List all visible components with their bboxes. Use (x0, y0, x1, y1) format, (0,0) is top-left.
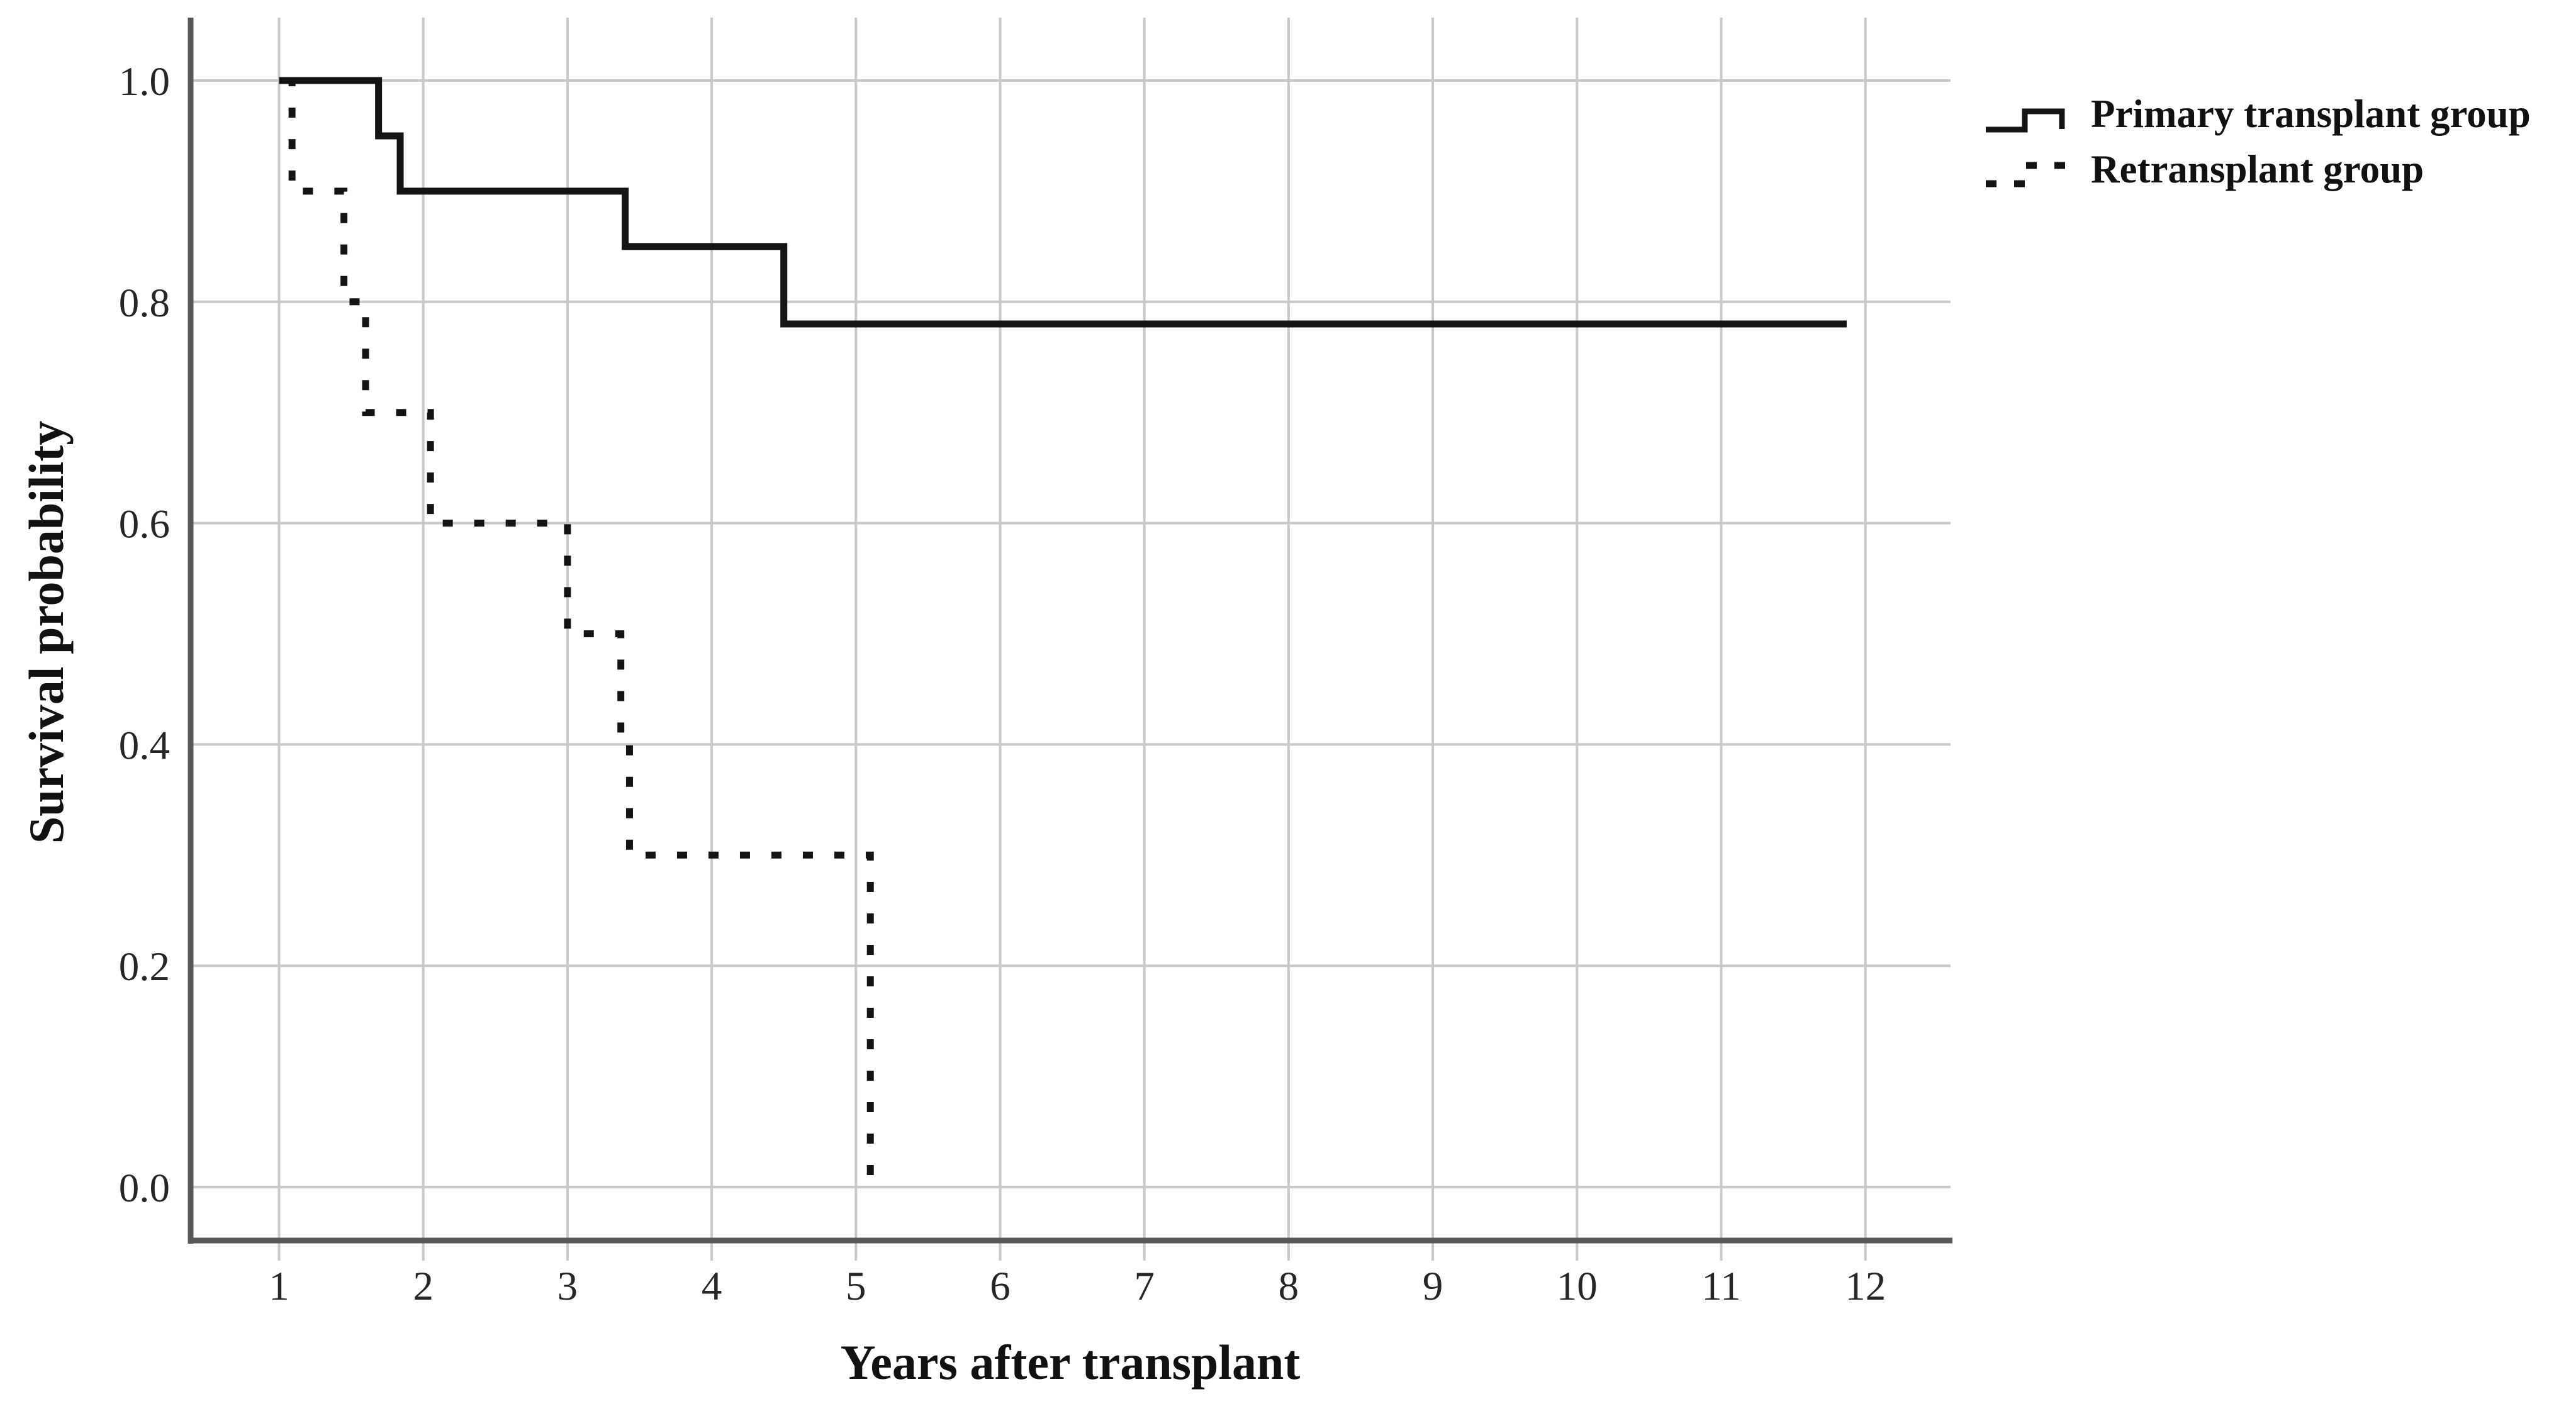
x-tick-label: 10 (1557, 1264, 1598, 1309)
primary-curve (279, 77, 1847, 328)
x-axis-title: Years after transplant (841, 1335, 1301, 1390)
x-tick-label: 3 (557, 1264, 578, 1309)
x-tick-label: 7 (1134, 1264, 1155, 1309)
legend-label-retransplant: Retransplant group (2091, 147, 2424, 191)
retransplant-curve (288, 77, 874, 1187)
y-tick-label: 0.6 (119, 502, 170, 547)
legend-label-primary: Primary transplant group (2091, 92, 2531, 136)
legend-dotted-line-symbol (1986, 162, 2066, 187)
series-lines (279, 77, 1847, 1187)
x-tick-label: 1 (269, 1264, 289, 1309)
y-tick-label: 0.2 (119, 944, 170, 990)
x-tick-label: 2 (413, 1264, 434, 1309)
legend: Primary transplant group Retransplant gr… (1986, 92, 2531, 191)
x-tick-label: 6 (990, 1264, 1011, 1309)
y-tick-label: 0.4 (119, 723, 170, 768)
tick-labels: 1 2 3 4 5 6 7 8 9 10 11 120.00.20.40.60.81.0 (119, 59, 1886, 1309)
gridlines (191, 18, 1951, 1261)
axis-lines (188, 18, 1952, 1244)
y-tick-label: 0.0 (119, 1166, 170, 1211)
y-tick-label: 1.0 (119, 59, 170, 104)
y-tick-label: 0.8 (119, 281, 170, 326)
y-axis-title: Survival probability (19, 421, 74, 844)
x-tick-label: 4 (702, 1264, 722, 1309)
x-tick-label: 8 (1279, 1264, 1299, 1309)
x-tick-label: 9 (1423, 1264, 1443, 1309)
x-tick-label: 11 (1701, 1264, 1741, 1309)
x-tick-label: 12 (1845, 1264, 1886, 1309)
x-tick-label: 5 (846, 1264, 866, 1309)
legend-solid-line-symbol (1986, 108, 2065, 133)
